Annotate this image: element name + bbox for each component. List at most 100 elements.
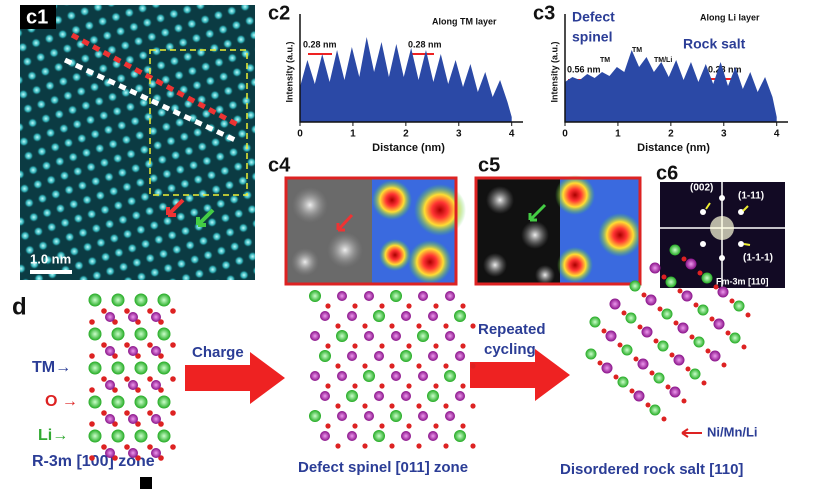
atom xyxy=(709,316,715,322)
atom xyxy=(158,387,164,393)
marker xyxy=(140,477,152,489)
atom xyxy=(669,386,681,398)
atom xyxy=(713,318,725,330)
atom xyxy=(325,423,331,429)
atom xyxy=(88,293,102,307)
atom xyxy=(717,286,729,298)
x-tick-label: 1 xyxy=(350,129,356,140)
atom xyxy=(677,288,683,294)
zone-label: Fm-3m [110] xyxy=(716,276,769,286)
note-arrow xyxy=(681,428,702,438)
atom xyxy=(649,262,661,274)
atom xyxy=(379,303,385,309)
atom xyxy=(677,322,689,334)
step-label: cycling xyxy=(484,341,536,358)
atom xyxy=(669,352,675,358)
atom xyxy=(112,387,118,393)
atom xyxy=(444,370,456,382)
process-arrow xyxy=(185,352,285,404)
atom xyxy=(725,330,731,336)
site-label: TM→ xyxy=(32,359,71,376)
annotation: 0.56 nm xyxy=(567,64,601,74)
atom xyxy=(310,331,320,341)
atom xyxy=(605,330,617,342)
atom xyxy=(416,323,422,329)
atom xyxy=(721,362,727,368)
annotation: Rock salt xyxy=(683,36,746,52)
atom xyxy=(617,342,623,348)
atom xyxy=(400,350,412,362)
atom xyxy=(693,302,699,308)
atom xyxy=(745,312,751,318)
atom xyxy=(406,343,412,349)
atom xyxy=(729,332,741,344)
atom xyxy=(418,291,428,301)
atom xyxy=(389,323,395,329)
atom xyxy=(310,371,320,381)
atom xyxy=(105,448,115,458)
atom xyxy=(335,403,341,409)
atom xyxy=(337,411,347,421)
red-line xyxy=(70,32,240,128)
atom xyxy=(352,343,358,349)
atom xyxy=(641,326,653,338)
atom xyxy=(417,330,429,342)
atom xyxy=(128,414,138,424)
atom xyxy=(151,448,161,458)
atom xyxy=(364,331,374,341)
x-axis-label: Distance (nm) xyxy=(637,142,710,154)
atom xyxy=(170,410,176,416)
atom xyxy=(445,411,455,421)
atom xyxy=(170,342,176,348)
atom xyxy=(645,402,651,408)
atom xyxy=(157,429,171,443)
atom xyxy=(151,414,161,424)
atom xyxy=(701,272,713,284)
white-line xyxy=(63,57,237,143)
atom xyxy=(364,411,374,421)
y-axis-label: Intensity (a.u.) xyxy=(549,41,559,102)
atom xyxy=(309,290,321,302)
atom xyxy=(158,319,164,325)
atom xyxy=(134,327,148,341)
atom xyxy=(390,290,402,302)
atom xyxy=(320,431,330,441)
atom xyxy=(374,391,384,401)
atom xyxy=(685,366,691,372)
atom xyxy=(335,323,341,329)
atom xyxy=(733,300,745,312)
atom xyxy=(697,270,703,276)
green-arrow xyxy=(196,208,215,227)
atom xyxy=(709,350,721,362)
panel-label: d xyxy=(12,293,27,320)
atom xyxy=(428,311,438,321)
atom xyxy=(88,395,102,409)
atom xyxy=(705,348,711,354)
atom xyxy=(379,383,385,389)
atom xyxy=(170,308,176,314)
x-tick-label: 1 xyxy=(615,129,621,140)
atom xyxy=(135,387,141,393)
atom xyxy=(325,383,331,389)
atom xyxy=(147,308,153,314)
atom xyxy=(455,391,465,401)
atom xyxy=(325,343,331,349)
atom xyxy=(665,276,677,288)
atom xyxy=(364,291,374,301)
atom xyxy=(428,431,438,441)
atom xyxy=(88,327,102,341)
atom xyxy=(460,423,466,429)
atom xyxy=(653,338,659,344)
panel-label: c6 xyxy=(656,162,678,184)
atom xyxy=(401,311,411,321)
spot-label: (1-1-1) xyxy=(743,253,773,264)
atom xyxy=(124,444,130,450)
atom xyxy=(460,303,466,309)
atom xyxy=(335,443,341,449)
atom xyxy=(157,327,171,341)
process-arrow xyxy=(470,349,570,401)
atom xyxy=(389,403,395,409)
atom xyxy=(741,344,747,350)
atom xyxy=(454,310,466,322)
atom xyxy=(128,312,138,322)
